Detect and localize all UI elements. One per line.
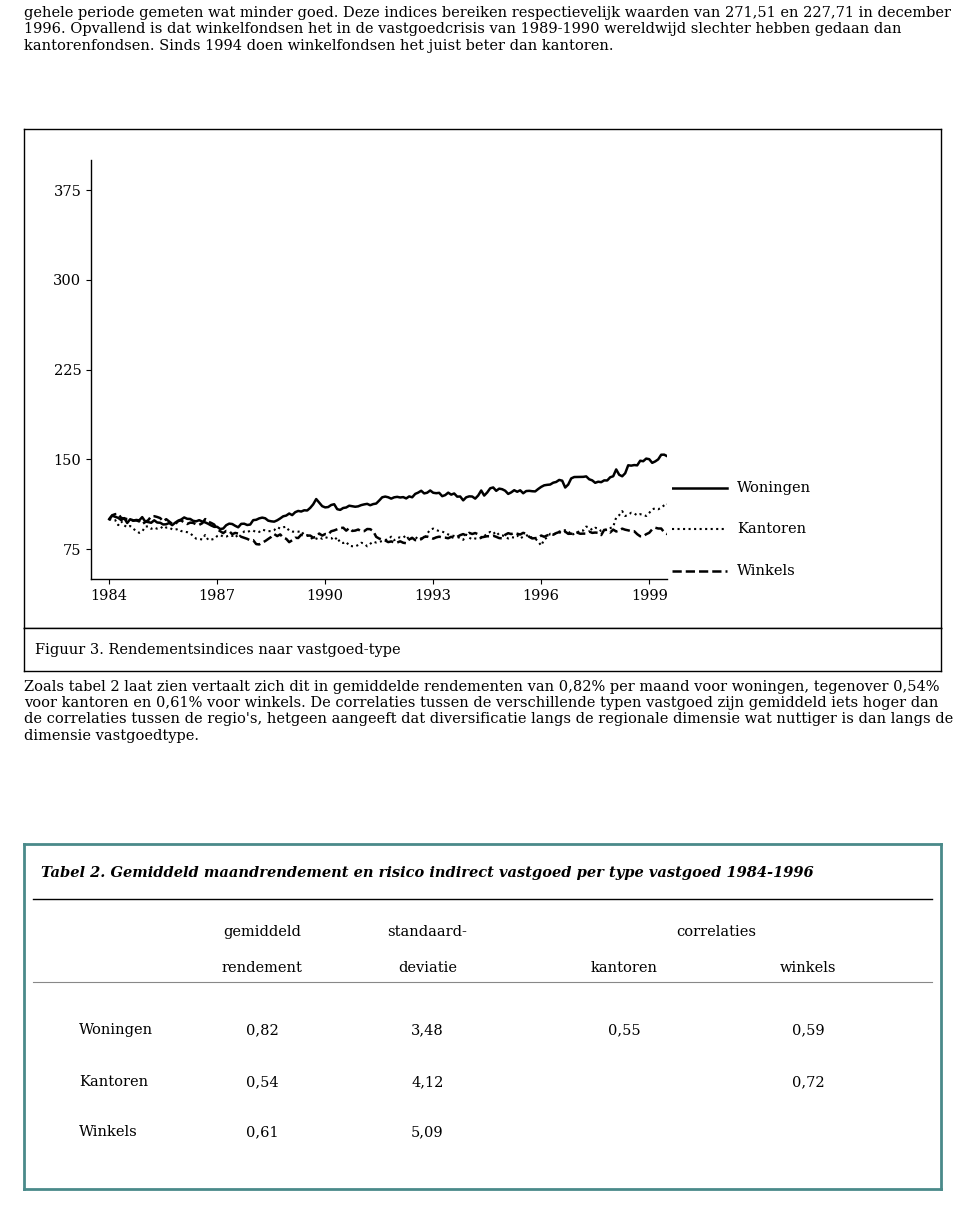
- Text: gehele periode gemeten wat minder goed. Deze indices bereiken respectievelijk wa: gehele periode gemeten wat minder goed. …: [24, 6, 951, 53]
- Text: kantoren: kantoren: [591, 961, 658, 976]
- Text: 0,72: 0,72: [792, 1076, 825, 1089]
- Text: 0,54: 0,54: [246, 1076, 278, 1089]
- Text: Kantoren: Kantoren: [737, 522, 806, 536]
- Text: 3,48: 3,48: [411, 1024, 444, 1037]
- Text: correlaties: correlaties: [676, 925, 756, 939]
- Text: winkels: winkels: [780, 961, 836, 976]
- Text: Figuur 3. Rendementsindices naar vastgoed-type: Figuur 3. Rendementsindices naar vastgoe…: [35, 643, 400, 657]
- Text: Woningen: Woningen: [737, 480, 811, 495]
- Text: 5,09: 5,09: [411, 1125, 444, 1140]
- Text: 0,61: 0,61: [246, 1125, 278, 1140]
- Text: 0,59: 0,59: [792, 1024, 825, 1037]
- Text: rendement: rendement: [222, 961, 302, 976]
- Text: Winkels: Winkels: [79, 1125, 137, 1140]
- Text: Zoals tabel 2 laat zien vertaalt zich dit in gemiddelde rendementen van 0,82% pe: Zoals tabel 2 laat zien vertaalt zich di…: [24, 680, 953, 743]
- Text: 0,55: 0,55: [609, 1024, 641, 1037]
- Text: 4,12: 4,12: [411, 1076, 444, 1089]
- Text: deviatie: deviatie: [397, 961, 457, 976]
- Text: Tabel 2. Gemiddeld maandrendement en risico indirect vastgoed per type vastgoed : Tabel 2. Gemiddeld maandrendement en ris…: [40, 866, 813, 881]
- Text: 0,82: 0,82: [246, 1024, 278, 1037]
- Text: Woningen: Woningen: [79, 1024, 154, 1037]
- Text: standaard-: standaard-: [388, 925, 468, 939]
- Text: gemiddeld: gemiddeld: [224, 925, 301, 939]
- Text: Winkels: Winkels: [737, 564, 796, 578]
- Text: Kantoren: Kantoren: [79, 1076, 148, 1089]
